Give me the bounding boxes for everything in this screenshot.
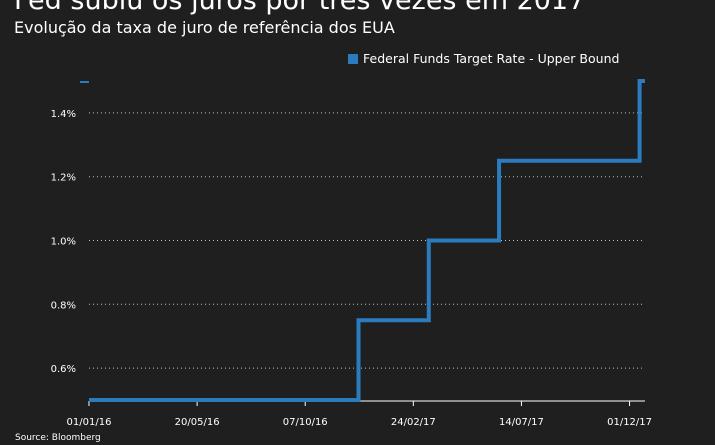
x-tick-label: 01/01/16 [67, 417, 112, 428]
y-tick-label: 1.4% [51, 109, 76, 120]
y-tick-label: 1.0% [51, 237, 76, 248]
x-tick-label: 01/12/17 [607, 417, 652, 428]
x-tick-label: 24/02/17 [391, 417, 436, 428]
y-tick-labels: 0.6% 0.8% 1.0% 1.2% 1.4% [51, 109, 76, 375]
legend: Federal Funds Target Rate - Upper Bound [348, 51, 619, 67]
chart-title: Fed subiu os juros por três vezes em 201… [14, 0, 586, 16]
gridlines [89, 112, 645, 369]
y-tick-label: 0.6% [51, 364, 76, 375]
series [80, 79, 645, 402]
legend-swatch [348, 54, 358, 64]
legend-label: Federal Funds Target Rate - Upper Bound [363, 51, 620, 66]
x-tick-label: 20/05/16 [175, 417, 220, 428]
source-note: Source: Bloomberg [15, 433, 101, 443]
x-tick-label: 14/07/17 [499, 417, 544, 428]
series-line [89, 79, 645, 402]
chart-subtitle: Evolução da taxa de juro de referência d… [14, 18, 395, 37]
y-tick-label: 1.2% [51, 173, 76, 184]
y-tick-label: 0.8% [51, 300, 76, 311]
x-tick-label: 07/10/16 [283, 417, 328, 428]
x-tick-labels: 01/01/16 20/05/16 07/10/16 24/02/17 14/07/17… [67, 401, 652, 428]
